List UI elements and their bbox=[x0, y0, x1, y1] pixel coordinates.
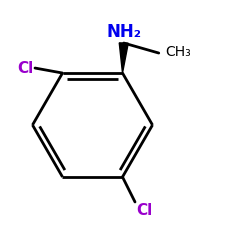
Text: CH₃: CH₃ bbox=[165, 45, 191, 59]
Text: Cl: Cl bbox=[136, 203, 152, 218]
Text: NH₂: NH₂ bbox=[106, 22, 141, 40]
Polygon shape bbox=[119, 43, 128, 73]
Text: Cl: Cl bbox=[18, 60, 34, 76]
